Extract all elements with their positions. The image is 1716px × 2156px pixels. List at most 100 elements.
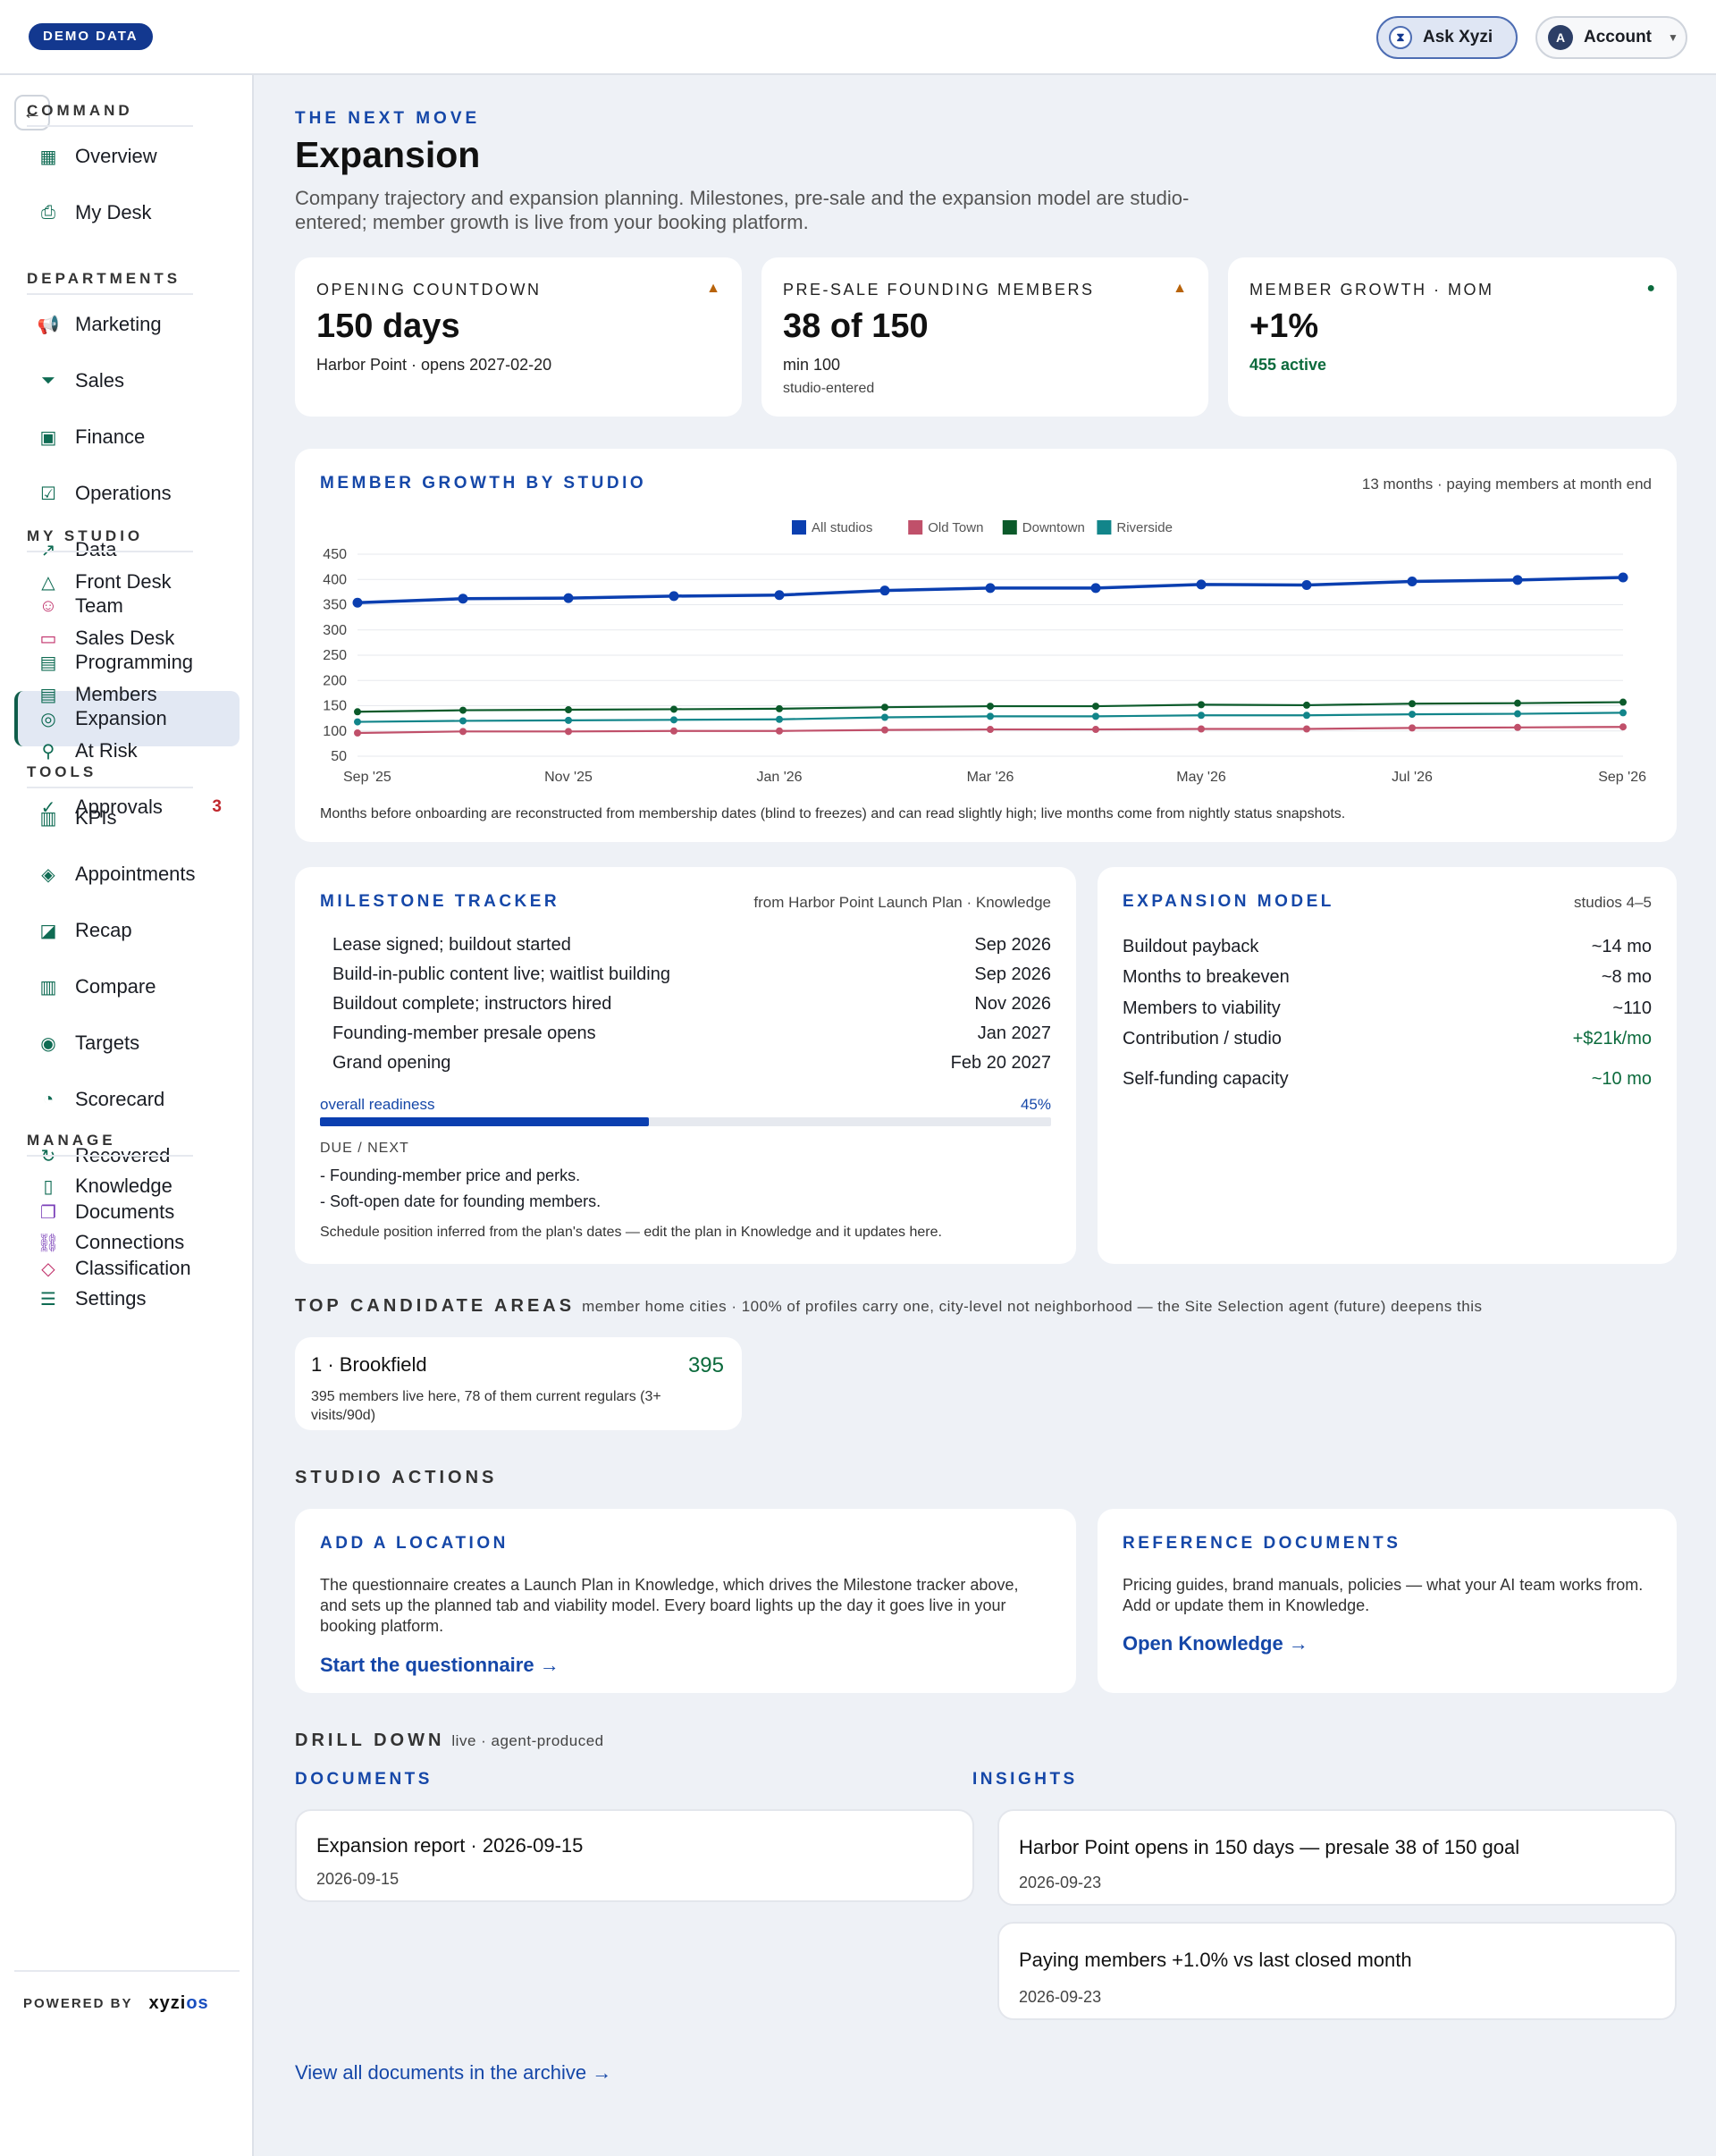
model-value: ~8 mo — [1601, 967, 1652, 987]
top-bar: DEMO DATA ⧗ Ask Xyzi A Account ▼ — [0, 0, 1716, 75]
sidebar-item-finance[interactable]: ▣ Finance — [14, 409, 240, 465]
sidebar-item-kpis[interactable]: ▥ KPIs — [14, 790, 240, 846]
data-point — [1619, 698, 1627, 706]
sidebar-item-targets[interactable]: ◉ Targets — [14, 1015, 240, 1071]
sidebar-item-label: Approvals — [75, 796, 163, 818]
sidebar-item-classification[interactable]: ◇ Classification — [14, 1241, 240, 1296]
documents-heading: DOCUMENTS — [295, 1770, 433, 1789]
kpi-value: +1% — [1249, 307, 1319, 345]
sidebar-item-at-risk[interactable]: ⚲ At Risk — [14, 723, 240, 779]
sidebar-item-connections[interactable]: ⛓ Connections — [14, 1215, 240, 1270]
insight-title: Harbor Point opens in 150 days — presale… — [1019, 1836, 1520, 1858]
sidebar-item-label: Connections — [75, 1231, 185, 1253]
trend-doc-icon: ◪ — [39, 921, 57, 941]
data-point — [776, 727, 783, 735]
milestone-date: Sep 2026 — [974, 935, 1051, 955]
inbox-icon: ⎙ — [41, 202, 55, 223]
sidebar-item-scorecard[interactable]: ◔ Scorecard — [14, 1072, 240, 1127]
sidebar-item-sales[interactable]: ⏷ Sales — [14, 353, 240, 408]
expansion-model-card: EXPANSION MODEL studios 4–5 Buildout pay… — [1098, 867, 1677, 1264]
sidebar-item-overview[interactable]: ▦ Overview — [14, 129, 240, 184]
account-button[interactable]: A Account ▼ — [1535, 16, 1687, 59]
cash-icon: ▣ — [39, 427, 57, 448]
data-point — [1303, 712, 1310, 720]
collapse-sidebar-button[interactable]: ← — [14, 95, 50, 131]
sidebar-item-approvals[interactable]: ✓ Approvals 3 — [14, 779, 240, 835]
data-point — [1198, 725, 1205, 733]
data-point — [1409, 724, 1416, 732]
sidebar-item-label: Expansion — [75, 707, 167, 729]
x-tick-label: Jul '26 — [1392, 770, 1433, 785]
sidebar-item-label: Programming — [75, 651, 194, 673]
insight-card[interactable]: Harbor Point opens in 150 days — presale… — [997, 1809, 1677, 1906]
sidebar-item-compare[interactable]: ▥ Compare — [14, 959, 240, 1015]
sidebar-item-label: Classification — [75, 1257, 191, 1279]
model-row: Buildout payback ~14 mo — [1123, 937, 1652, 957]
sidebar-item-documents[interactable]: ❐ Documents — [14, 1184, 240, 1240]
divider — [27, 125, 193, 127]
candidate-area-card[interactable]: 1 · Brookfield 395 395 members live here… — [295, 1337, 742, 1430]
data-point — [1092, 703, 1099, 711]
due-label: DUE / NEXT — [320, 1141, 409, 1156]
ask-xyzi-label: Ask Xyzi — [1423, 28, 1493, 46]
sidebar-item-data[interactable]: ↗ Data — [14, 522, 240, 577]
sidebar-item-members[interactable]: ▤ Members — [14, 667, 240, 722]
sidebar-item-settings[interactable]: ☰ Settings — [14, 1271, 240, 1326]
people-icon: ☺ — [38, 595, 58, 616]
insight-card[interactable]: Paying members +1.0% vs last closed mont… — [997, 1922, 1677, 2020]
sidebar-item-recap[interactable]: ◪ Recap — [14, 903, 240, 958]
data-point — [776, 715, 783, 723]
person-alert-icon: ⚲ — [41, 741, 55, 762]
sidebar-section-label: TOOLS — [27, 763, 97, 780]
model-label: Contribution / studio — [1123, 1029, 1282, 1049]
section-title-studio-actions: STUDIO ACTIONS — [295, 1468, 498, 1487]
link-icon: ⛓ — [37, 1233, 60, 1253]
y-tick-label: 150 — [323, 699, 347, 714]
x-tick-label: Sep '26 — [1598, 770, 1646, 785]
tag-icon: ◇ — [41, 1259, 55, 1279]
data-point — [1514, 699, 1521, 707]
data-point — [565, 728, 572, 736]
open-knowledge-link[interactable]: Open Knowledge → — [1123, 1632, 1308, 1655]
sidebar-item-team[interactable]: ☺ Team — [14, 578, 240, 634]
sidebar-item-label: Marketing — [75, 313, 162, 335]
id-card-icon: ▤ — [39, 685, 57, 705]
readiness-value: 45% — [1020, 1096, 1051, 1113]
sidebar-item-label: Scorecard — [75, 1088, 165, 1110]
sidebar-item-appointments[interactable]: ◈ Appointments — [14, 846, 240, 902]
target-icon: ◉ — [40, 1033, 56, 1054]
sidebar-item-expansion[interactable]: ◎ Expansion — [14, 691, 240, 746]
view-archive-link[interactable]: View all documents in the archive → — [295, 2061, 612, 2084]
kpi-value: 150 days — [316, 307, 460, 345]
sidebar-item-sales-desk[interactable]: ▭ Sales Desk — [14, 611, 240, 666]
count-badge: 3 — [212, 797, 222, 816]
data-point — [1514, 723, 1521, 731]
sidebar-item-knowledge[interactable]: ▯ Knowledge — [14, 1158, 240, 1214]
data-point — [1407, 577, 1417, 587]
sidebar-item-my-desk[interactable]: ⎙ My Desk — [14, 185, 240, 240]
data-point — [776, 704, 783, 712]
milestone-label: Lease signed; buildout started — [332, 935, 571, 955]
data-point — [1619, 709, 1627, 717]
sidebar-item-label: Recap — [75, 919, 132, 941]
megaphone-icon: 📢 — [37, 315, 60, 335]
sidebar-item-marketing[interactable]: 📢 Marketing — [14, 297, 240, 352]
document-card[interactable]: Expansion report · 2026-09-15 2026-09-15 — [295, 1809, 974, 1902]
ask-xyzi-button[interactable]: ⧗ Ask Xyzi — [1376, 16, 1518, 59]
line-chart-icon: ↗ — [38, 539, 59, 560]
sidebar-item-front-desk[interactable]: △ Front Desk — [14, 554, 240, 610]
start-questionnaire-link[interactable]: Start the questionnaire → — [320, 1654, 559, 1676]
milestone-row: Buildout complete; instructors hired Nov … — [332, 994, 1051, 1015]
section-title-drill-down: DRILL DOWN live · agent-produced — [295, 1731, 604, 1750]
y-tick-label: 300 — [323, 623, 347, 638]
legend-swatch — [908, 520, 923, 535]
legend-label: Downtown — [1022, 520, 1085, 535]
demo-data-badge: DEMO DATA — [29, 23, 153, 50]
data-point — [1618, 572, 1628, 583]
grid-icon: ▦ — [39, 147, 57, 167]
page-subtitle: Company trajectory and expansion plannin… — [295, 187, 1190, 233]
clipboard-check-icon: ☑ — [40, 484, 56, 504]
sidebar-item-label: My Desk — [75, 201, 152, 223]
sidebar-item-operations[interactable]: ☑ Operations — [14, 466, 240, 521]
sidebar-item-programming[interactable]: ▤ Programming — [14, 635, 240, 690]
